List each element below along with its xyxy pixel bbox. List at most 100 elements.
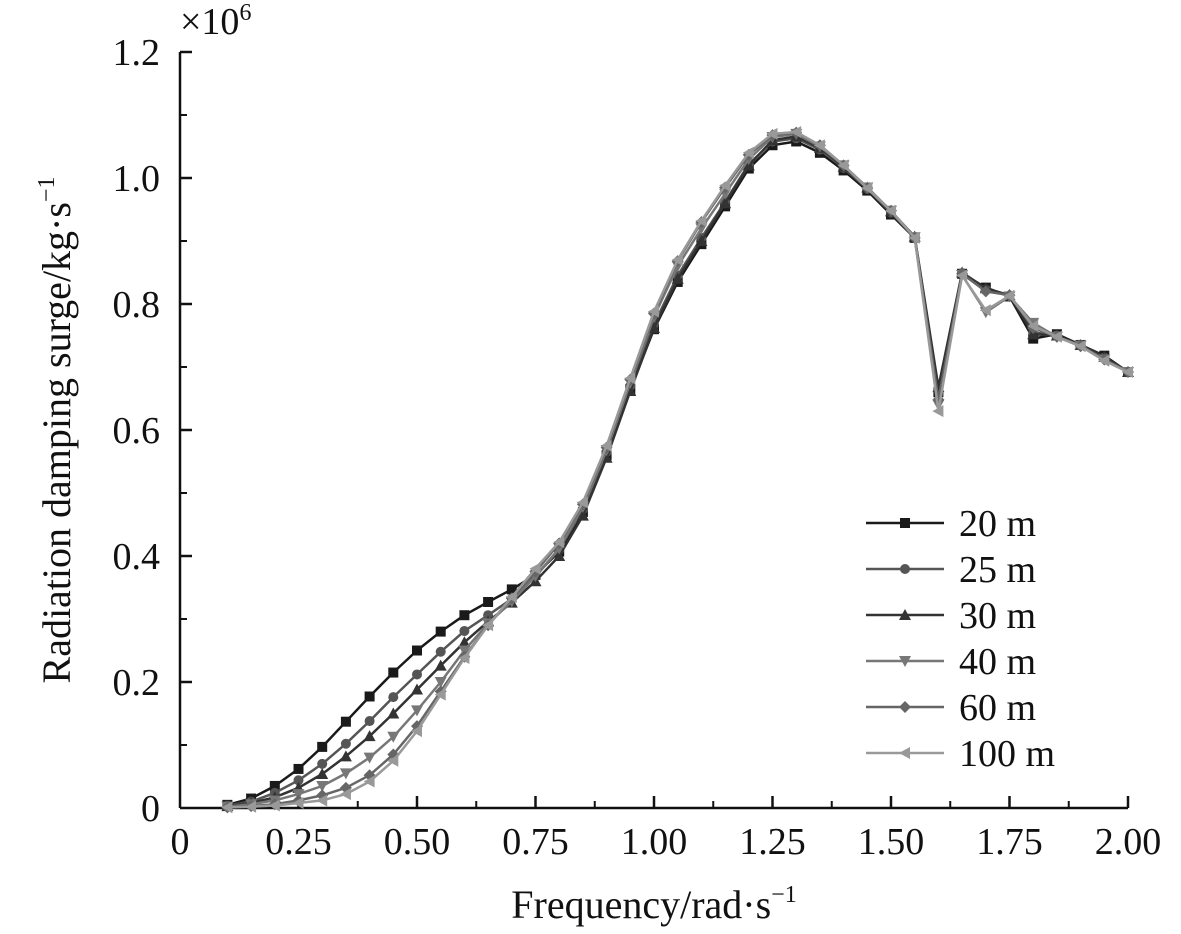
data-point — [932, 405, 944, 418]
data-point — [483, 610, 494, 621]
data-point — [648, 321, 660, 333]
data-point — [885, 204, 896, 217]
y-axis-label-text: Radiation damping surge/kg·s — [34, 202, 79, 683]
data-point — [1122, 366, 1133, 379]
data-point — [1027, 320, 1039, 333]
legend-item: 40 m — [866, 641, 1036, 683]
series-5 — [221, 126, 1133, 814]
data-point — [316, 780, 329, 792]
x-tick-label: 1.75 — [976, 821, 1043, 863]
data-point — [671, 272, 684, 284]
y-tick-label: 0 — [141, 788, 160, 830]
data-point — [671, 253, 683, 266]
legend-marker — [899, 747, 910, 759]
data-point — [1003, 289, 1015, 302]
series-layer — [221, 126, 1134, 814]
data-point — [1098, 354, 1110, 367]
data-point — [387, 707, 400, 719]
legend-marker — [899, 609, 911, 620]
data-point — [387, 754, 399, 767]
x-ticks: 0 0.25 0.50 0.75 1.00 1.25 1.50 1.75 2.00 — [171, 796, 1162, 863]
data-point — [411, 725, 422, 738]
x-tick-label: 0.50 — [384, 821, 451, 863]
data-point — [695, 235, 708, 246]
data-point — [340, 738, 351, 749]
legend-item: 20 m — [866, 503, 1036, 545]
x-axis-label-sup: −1 — [771, 882, 797, 908]
data-point — [293, 763, 304, 774]
data-point — [482, 619, 494, 632]
data-point — [316, 767, 329, 779]
data-point — [956, 269, 968, 282]
data-point — [317, 758, 328, 769]
y-tick-label: 0.6 — [113, 410, 161, 452]
y-multiplier-exponent: 6 — [239, 0, 251, 26]
legend-marker — [899, 701, 911, 713]
data-point — [790, 126, 802, 139]
data-point — [576, 509, 589, 521]
data-point — [268, 799, 280, 812]
x-tick-label: 1.50 — [858, 821, 925, 863]
data-point — [339, 768, 352, 780]
data-point — [1074, 340, 1086, 353]
data-point — [316, 794, 328, 807]
data-point — [339, 750, 352, 762]
data-point — [363, 752, 376, 764]
y-tick-label: 1.0 — [113, 158, 161, 200]
legend-marker — [900, 518, 910, 528]
data-point — [411, 683, 423, 695]
data-point — [483, 596, 494, 607]
data-point — [908, 231, 920, 244]
legend-item: 100 m — [866, 733, 1055, 775]
x-tick-label: 0.25 — [265, 821, 332, 863]
data-point — [434, 688, 446, 701]
data-point — [458, 652, 470, 665]
data-point — [388, 692, 399, 703]
data-point — [719, 179, 731, 192]
data-point — [269, 780, 280, 791]
data-point — [435, 626, 446, 637]
y-tick-label: 0.4 — [113, 536, 161, 578]
x-tick-label: 1.25 — [739, 821, 806, 863]
data-point — [979, 304, 991, 317]
data-point — [221, 801, 233, 814]
legend-label: 25 m — [959, 549, 1036, 591]
data-point — [363, 730, 376, 742]
data-point — [435, 646, 446, 657]
data-point — [412, 669, 422, 680]
data-point — [553, 536, 565, 549]
legend-label: 40 m — [959, 641, 1036, 683]
data-point — [245, 800, 257, 813]
data-point — [837, 159, 849, 172]
data-point — [458, 636, 471, 648]
y-tick-label: 0.8 — [113, 284, 161, 326]
x-tick-label: 0.75 — [502, 821, 569, 863]
data-point — [387, 731, 400, 743]
y-multiplier-base: ×10 — [180, 1, 239, 43]
data-point — [293, 775, 304, 786]
data-point — [600, 439, 612, 452]
x-tick-label: 1.00 — [621, 821, 688, 863]
data-point — [317, 741, 328, 752]
data-point — [459, 610, 470, 621]
legend-label: 20 m — [959, 503, 1036, 545]
y-multiplier: ×106 — [180, 0, 251, 43]
data-point — [529, 562, 541, 575]
y-axis-label-sup: −1 — [34, 177, 60, 203]
x-tick-label: 0 — [171, 821, 190, 863]
y-ticks: 0 0.2 0.4 0.6 0.8 1.0 1.2 — [113, 32, 192, 830]
data-point — [648, 305, 659, 318]
data-point — [861, 182, 873, 195]
data-point — [505, 590, 517, 603]
data-point — [411, 705, 423, 717]
x-tick-label: 2.00 — [1095, 821, 1162, 863]
legend-item: 25 m — [866, 549, 1036, 591]
data-point — [459, 625, 470, 636]
data-point — [813, 139, 825, 152]
data-point — [766, 127, 778, 140]
data-point — [742, 146, 754, 159]
data-point — [719, 197, 732, 209]
data-point — [388, 667, 399, 678]
